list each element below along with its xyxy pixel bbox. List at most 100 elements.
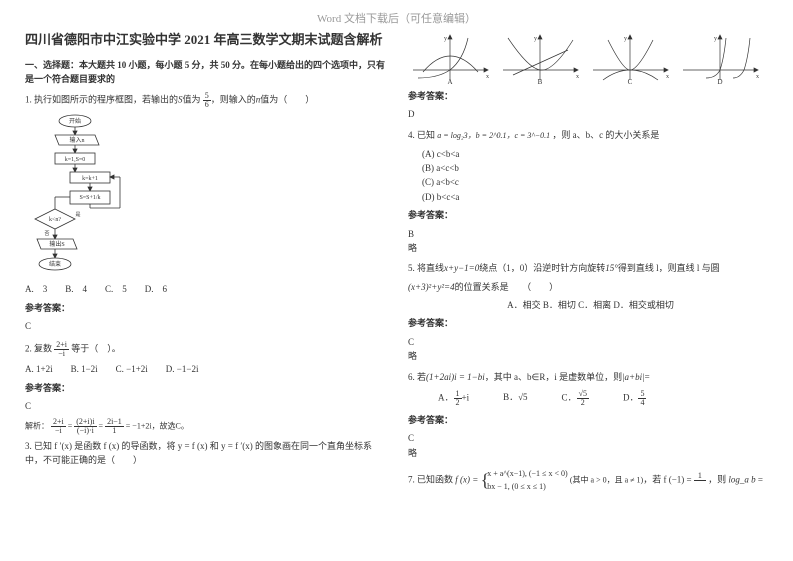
q6-opt-b: B．√5 xyxy=(503,390,527,407)
doc-title: 四川省德阳市中江实验中学 2021 年高三数学文期末试题含解析 xyxy=(25,30,390,50)
frac-den: 1 xyxy=(105,427,124,435)
q5-extra: 略 xyxy=(408,349,773,363)
right-column: x y A x y B x y C x y D 参考答案： D 4. 已知 a = log₂3，… xyxy=(408,30,773,550)
question-4: 4. 已知 a = log₂3，b = 2^0.1，c = 3^−0.1 ，则 … xyxy=(408,128,773,143)
q2-text: 2. 复数 xyxy=(25,344,52,354)
q6-expr: (1+2ai)i = 1−bi xyxy=(426,372,485,382)
fc-no: 否 xyxy=(44,231,49,237)
frac-den: −i xyxy=(54,350,69,358)
graph-a: xyA xyxy=(408,30,492,85)
svg-text:x: x xyxy=(576,74,579,80)
q7-t-a: 7. 已知函数 xyxy=(408,475,453,485)
q4-text-b: ，则 a、b、c 的大小关系是 xyxy=(552,130,659,140)
q2-text2: 等于（ ）。 xyxy=(71,344,121,354)
svg-text:y: y xyxy=(624,36,627,42)
q6-opt-c: C．√52 xyxy=(562,390,589,407)
fc-output: 输出S xyxy=(49,240,64,248)
fc-assign2: k=k+1 xyxy=(82,176,98,182)
q2-work-b: = −1+2i xyxy=(126,421,152,430)
q5-ans: C xyxy=(408,335,773,349)
q7-t-b: ，若 f (−1) = xyxy=(643,475,691,485)
q5-t-d: 的位置关系是 （ ） xyxy=(455,282,559,292)
q3-graphs: xyA xyB xyC xyD xyxy=(408,30,773,85)
q4-opt-c: (C) a<b<c xyxy=(422,175,773,189)
q6-opt-d: D．54 xyxy=(623,390,647,407)
q4-opt-b: (B) a<c<b xyxy=(422,161,773,175)
q4-opt-a: (A) c<b<a xyxy=(422,147,773,161)
q4-opt-d: (D) b<c<a xyxy=(422,190,773,204)
opt-label: D． xyxy=(623,393,639,403)
q7-piece1: x + a^(x−1), (−1 ≤ x < 0) xyxy=(487,468,567,481)
q6-ans: C xyxy=(408,431,773,445)
q5-line2: (x+3)²+y²=4的位置关系是 （ ） xyxy=(408,280,773,294)
q1-text-b: 值为 xyxy=(183,95,201,105)
fc-cond: k<n? xyxy=(49,217,61,223)
q5-circle: (x+3)²+y²=4 xyxy=(408,282,455,292)
svg-text:x: x xyxy=(666,74,669,80)
q1-ans: C xyxy=(25,319,390,333)
q1-fraction: 56 xyxy=(203,92,211,109)
frac-den: 6 xyxy=(203,101,211,109)
q6-t-a: 6. 若 xyxy=(408,372,426,382)
q5-ans-label: 参考答案： xyxy=(408,316,773,330)
doc-header: Word 文档下载后（可任意编辑） xyxy=(0,10,793,26)
question-7: 7. 已知函数 f (x) = { x + a^(x−1), (−1 ≤ x <… xyxy=(408,466,773,495)
opt-label: C． xyxy=(562,393,577,403)
q4-extra: 略 xyxy=(408,241,773,255)
frac-den: −i xyxy=(51,427,66,435)
q1-text-a: 1. 执行如图所示的程序框图，若输出的 xyxy=(25,95,178,105)
q2-work-frac2: (2+i)i(−i)·i xyxy=(74,418,96,435)
section-heading: 一、选择题：本大题共 10 小题，每小题 5 分，共 50 分。在每小题给出的四… xyxy=(25,58,390,87)
q4-text-a: 4. 已知 xyxy=(408,130,435,140)
fc-end: 结束 xyxy=(49,260,61,268)
q5-angle: 15° xyxy=(605,263,618,273)
svg-text:y: y xyxy=(444,36,447,42)
q1-text-c: ，则输入的 xyxy=(211,95,256,105)
q7-pieces: x + a^(x−1), (−1 ≤ x < 0) bx − 1, (0 ≤ x… xyxy=(487,468,567,494)
q2-work-a: 解析： xyxy=(25,421,49,430)
fc-assign1: k=1,S=0 xyxy=(65,157,86,163)
q3-ans-label: 参考答案： xyxy=(408,89,773,103)
graph-label: B xyxy=(538,78,543,85)
question-5: 5. 将直线x+y−1=0绕点（1，0）沿逆时针方向旋转15°得到直线 l，则直… xyxy=(408,261,773,275)
q5-t-b: 绕点（1，0）沿逆时针方向旋转 xyxy=(479,263,605,273)
q1-ans-label: 参考答案： xyxy=(25,301,390,315)
q6-opt-a: A．12+i xyxy=(438,390,469,407)
q5-t-a: 5. 将直线 xyxy=(408,263,444,273)
frac-den: (−i)·i xyxy=(74,427,96,435)
frac-den: 2 xyxy=(577,399,589,407)
q4-ans-label: 参考答案： xyxy=(408,208,773,222)
q2-ans-label: 参考答案： xyxy=(25,381,390,395)
q6-t-b: ，其中 a、b∈R，i 是虚数单位，则 xyxy=(485,372,622,382)
fc-yes: 是 xyxy=(75,212,80,218)
opt-suffix: +i xyxy=(462,393,470,403)
q5-t-c: 得到直线 l，则直线 l 与圆 xyxy=(618,263,720,273)
q2-options: A. 1+2i B. 1−2i C. −1+2i D. −1−2i xyxy=(25,362,390,376)
question-2: 2. 复数 2+i−i 等于（ ）。 xyxy=(25,341,390,358)
q2-work: 解析： 2+i−i = (2+i)i(−i)·i = 2i−11 = −1+2i… xyxy=(25,418,390,435)
question-1: 1. 执行如图所示的程序框图，若输出的S值为 56，则输入的n值为（ ） xyxy=(25,92,390,109)
opt-label: A． xyxy=(438,393,454,403)
fc-assign3: S=S+1/k xyxy=(79,195,100,201)
graph-label: A xyxy=(447,78,452,85)
svg-text:x: x xyxy=(756,74,759,80)
q5-line: x+y−1=0 xyxy=(444,263,479,273)
svg-text:y: y xyxy=(534,36,537,42)
opt-val: √5 xyxy=(518,392,527,402)
q2-ans: C xyxy=(25,399,390,413)
graph-c: xyC xyxy=(588,30,672,85)
flowchart: 开始 输入n k=1,S=0 k=k+1 S=S+1/k k<n? 是 否 输出… xyxy=(25,113,125,278)
q7-piece2: bx − 1, (0 ≤ x ≤ 1) xyxy=(487,481,567,494)
graph-d: x y D xyxy=(678,30,762,85)
frac-den: 4 xyxy=(638,399,646,407)
q3-ans: D xyxy=(408,107,773,121)
fc-input: 输入n xyxy=(69,136,84,144)
q7-fx: f (x) = xyxy=(455,475,478,485)
q7-cond: (其中 a > 0，且 a ≠ 1) xyxy=(570,476,643,485)
q7-log: log_a b xyxy=(728,475,755,485)
q2-work-frac3: 2i−11 xyxy=(105,418,124,435)
svg-text:y: y xyxy=(714,36,717,42)
q2-work-frac1: 2+i−i xyxy=(51,418,66,435)
q2-work-end: ，故选C。 xyxy=(152,421,189,430)
graph-label: D xyxy=(717,78,722,85)
